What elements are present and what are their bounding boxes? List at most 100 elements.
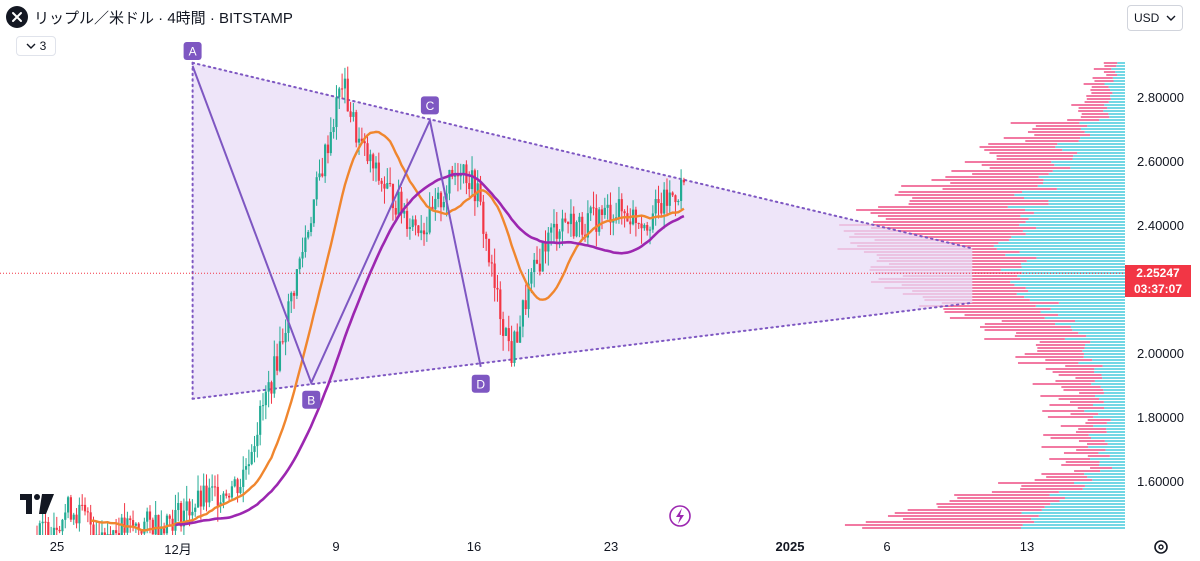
volume-profile-bar-down (1085, 422, 1106, 424)
volume-profile-bar-down (1049, 458, 1090, 460)
candle-body (265, 392, 267, 406)
candle-body (395, 208, 397, 215)
volume-profile-bar-down (1076, 449, 1105, 451)
candle-body (200, 491, 202, 507)
candle-body (358, 139, 360, 143)
volume-profile-bar-up (1108, 443, 1125, 445)
volume-profile-bar-down (886, 218, 1029, 220)
volume-profile-bar-up (1085, 485, 1125, 487)
volume-profile-bar-down (1065, 365, 1102, 367)
volume-profile-bar-up (1058, 314, 1125, 316)
candle-body (590, 207, 592, 213)
candle-body (575, 222, 577, 236)
date-tick-label: 25 (50, 539, 64, 554)
lightning-event-icon[interactable] (670, 506, 690, 526)
volume-profile-bar-down (1064, 452, 1098, 454)
candle-body (253, 446, 255, 452)
currency-label: USD (1134, 11, 1159, 25)
candle-body (561, 219, 563, 232)
candle-body (228, 496, 230, 498)
currency-select[interactable]: USD (1127, 5, 1183, 31)
candle-body (355, 112, 357, 142)
volume-profile-bar-down (1070, 401, 1104, 403)
candle-body (426, 233, 428, 235)
candle-body (321, 173, 323, 176)
candle-body (169, 516, 171, 519)
volume-profile-bar-down (895, 194, 1015, 196)
candle-body (652, 213, 654, 229)
candle-body (146, 511, 148, 521)
candle-body (655, 199, 657, 213)
candle-body (556, 224, 558, 239)
volume-profile-bar-down (1067, 119, 1099, 121)
tradingview-logo[interactable] (20, 494, 54, 519)
volume-profile-bar-down (878, 215, 1021, 217)
volume-profile-bar-down (992, 491, 1059, 493)
candle-body (513, 332, 515, 363)
volume-profile-bar-up (1059, 500, 1125, 502)
candle-body (581, 217, 583, 235)
volume-profile-bar-down (984, 338, 1065, 340)
volume-profile-bar-up (1001, 269, 1125, 271)
candle-body (296, 269, 298, 296)
volume-profile-bar-up (1014, 284, 1125, 286)
volume-profile-bar-up (1116, 65, 1125, 67)
volume-profile-bar-up (1049, 203, 1125, 205)
candle-body (42, 522, 44, 523)
volume-profile-bar-down (1088, 419, 1111, 421)
volume-profile-bar-down (871, 212, 1034, 214)
pattern-label-b[interactable]: B (302, 391, 320, 409)
candle-body (621, 199, 623, 211)
volume-profile-bar-up (1073, 155, 1125, 157)
volume-profile-bar-up (1025, 209, 1125, 211)
volume-profile-bar-down (936, 503, 1050, 505)
candle-body (273, 356, 275, 393)
volume-profile-bar-up (1104, 83, 1125, 85)
chart-canvas[interactable]: A B C D (0, 0, 1125, 535)
volume-profile-bar-down (1016, 332, 1078, 334)
volume-profile-bar-up (1086, 335, 1125, 337)
volume-profile-bar-up (1020, 215, 1125, 217)
candle-body (657, 199, 659, 203)
volume-profile-bar-up (1028, 290, 1125, 292)
volume-profile-bar-up (1059, 491, 1125, 493)
volume-profile-bar-down (908, 509, 1042, 511)
volume-profile-bar-up (1057, 188, 1125, 190)
candle-body (643, 225, 645, 228)
volume-profile-bar-up (1108, 113, 1125, 115)
volume-profile-bar-down (1035, 479, 1093, 481)
volume-profile-bar-up (1102, 374, 1125, 376)
pattern-label-a[interactable]: A (184, 42, 202, 60)
volume-profile-bar-down (950, 182, 1043, 184)
candle-body (409, 227, 411, 229)
volume-profile-bar-down (871, 227, 1036, 229)
volume-profile-bar-up (1023, 524, 1125, 526)
volume-profile-bar-up (1043, 182, 1125, 184)
candle-body (299, 259, 301, 270)
volume-profile-bar-up (1024, 296, 1125, 298)
volume-profile-bar-down (1041, 473, 1084, 475)
candle-body (414, 219, 416, 225)
indicator-collapse-button[interactable]: 3 (16, 36, 56, 56)
pattern-label-c[interactable]: C (421, 96, 439, 114)
volume-profile-bar-down (1081, 116, 1109, 118)
volume-profile-bar-down (1078, 407, 1104, 409)
volume-profile-bar-up (1085, 131, 1125, 133)
candle-body (78, 505, 80, 523)
volume-profile-bar-down (856, 209, 1025, 211)
volume-profile-bar-up (1065, 338, 1125, 340)
volume-profile-bar-up (1092, 359, 1125, 361)
settings-gear-icon[interactable] (1152, 538, 1170, 556)
volume-profile-bar-up (1054, 164, 1125, 166)
candle-body (607, 205, 609, 208)
volume-profile-bar-down (950, 317, 1045, 319)
volume-profile-bar-down (1079, 392, 1104, 394)
candle-body (488, 239, 490, 262)
volume-profile-bar-down (1049, 404, 1093, 406)
volume-profile-bar-down (888, 515, 1039, 517)
volume-profile-bar-up (1073, 158, 1125, 160)
candle-body (245, 466, 247, 470)
pattern-label-d[interactable]: D (472, 375, 490, 393)
volume-profile-bar-up (1020, 278, 1125, 280)
